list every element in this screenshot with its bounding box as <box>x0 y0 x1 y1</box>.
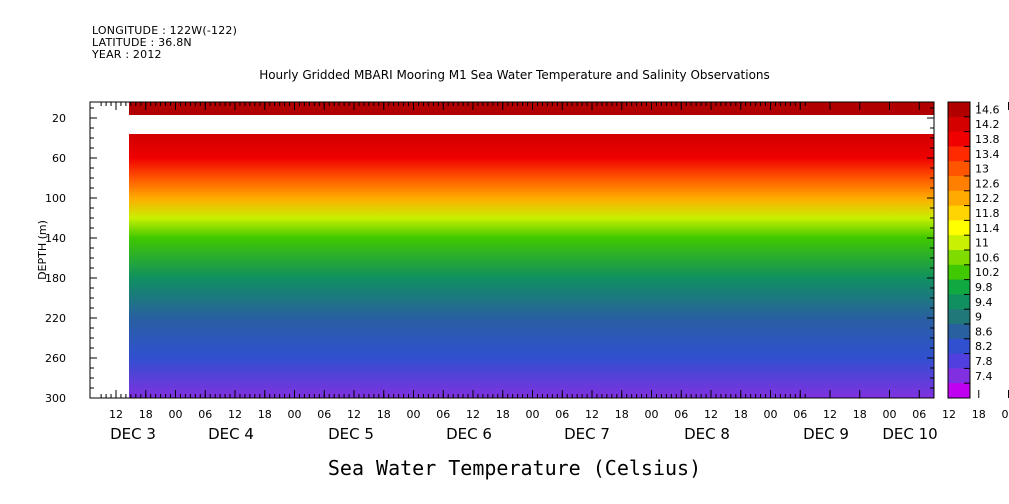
x-tick-label: 12 <box>347 408 361 421</box>
temperature-field <box>129 134 934 398</box>
colorbar-swatch <box>948 102 970 118</box>
x-day-label: DEC 6 <box>446 425 492 443</box>
colorbar-swatch <box>948 190 970 207</box>
colorbar-label: 8.2 <box>975 340 993 353</box>
colorbar-label: 13 <box>975 163 989 176</box>
x-day-label: DEC 8 <box>684 425 730 443</box>
x-tick-label: 12 <box>228 408 242 421</box>
colorbar-swatch <box>948 116 970 133</box>
colorbar-label: 9 <box>975 311 982 324</box>
x-tick-label: 12 <box>942 408 956 421</box>
colorbar-swatch <box>948 131 970 147</box>
colorbar-label: 11.8 <box>975 207 1000 220</box>
y-tick-label: 180 <box>45 272 66 285</box>
colorbar-label: 14.6 <box>975 103 1000 116</box>
x-tick-label: 12 <box>109 408 123 421</box>
x-day-label: DEC 4 <box>208 425 254 443</box>
x-tick-label: 00 <box>764 408 778 421</box>
y-tick-label: 260 <box>45 352 66 365</box>
x-tick-label: 06 <box>317 408 331 421</box>
x-tick-label: 00 <box>645 408 659 421</box>
y-axis-label: DEPTH (m) <box>36 220 49 280</box>
latitude-label: LATITUDE : 36.8N <box>92 36 192 49</box>
colorbar-swatch <box>948 146 970 162</box>
x-tick-label: 06 <box>555 408 569 421</box>
x-tick-label: 00 <box>169 408 183 421</box>
chart-title: Hourly Gridded MBARI Mooring M1 Sea Wate… <box>259 68 770 82</box>
colorbar-swatch <box>948 338 970 355</box>
x-tick-label: 00 <box>883 408 897 421</box>
colorbar-swatch <box>948 235 970 251</box>
colorbar-swatch <box>948 324 970 340</box>
x-tick-label: 18 <box>615 408 629 421</box>
x-tick-label: 12 <box>466 408 480 421</box>
x-tick-label: 18 <box>139 408 153 421</box>
colorbar-label: 9.8 <box>975 281 993 294</box>
x-tick-label: 00 <box>1002 408 1009 421</box>
x-day-label: DEC 7 <box>564 425 610 443</box>
x-tick-label: 00 <box>526 408 540 421</box>
x-tick-label: 18 <box>258 408 272 421</box>
colorbar-label: 12.2 <box>975 192 1000 205</box>
colorbar-swatch <box>948 220 970 236</box>
x-tick-label: 06 <box>674 408 688 421</box>
x-axis-title: Sea Water Temperature (Celsius) <box>327 456 702 480</box>
axes: 20 60 100 140 180 220 260 300 12 18 00 06 12 18 00 06 12… <box>45 101 1009 443</box>
colorbar-label: 14.2 <box>975 118 1000 131</box>
x-tick-label: 12 <box>823 408 837 421</box>
x-tick-label: 12 <box>704 408 718 421</box>
colorbar-label: 11 <box>975 237 989 250</box>
x-tick-label: 06 <box>436 408 450 421</box>
colorbar-label: 10.6 <box>975 251 1000 264</box>
colorbar-label: 13.8 <box>975 133 1000 146</box>
plot-frame <box>89 101 935 399</box>
x-tick-label: 06 <box>793 408 807 421</box>
colorbar-label: 7.4 <box>975 370 993 383</box>
x-tick-label: 00 <box>288 408 302 421</box>
x-day-label: DEC 10 <box>882 425 937 443</box>
colorbar-swatch <box>948 176 970 192</box>
x-day-label: DEC 3 <box>110 425 156 443</box>
colorbar-label: 12.6 <box>975 177 1000 190</box>
colorbar-label: 8.6 <box>975 325 993 338</box>
colorbar-label: 10.2 <box>975 266 1000 279</box>
colorbar-swatch <box>948 294 970 310</box>
y-tick-label: 220 <box>45 312 66 325</box>
y-tick-label: 140 <box>45 232 66 245</box>
colorbar-swatch <box>948 353 970 369</box>
x-tick-label: 12 <box>585 408 599 421</box>
x-tick-label: 06 <box>198 408 212 421</box>
x-tick-label: 00 <box>407 408 421 421</box>
plot-area <box>129 102 934 398</box>
x-tick-label: 18 <box>377 408 391 421</box>
colorbar-swatch <box>948 161 970 177</box>
colorbar-swatch <box>948 250 970 266</box>
x-tick-label: 18 <box>972 408 986 421</box>
x-day-label: DEC 9 <box>803 425 849 443</box>
colorbar-label: 11.4 <box>975 222 1000 235</box>
colorbar-swatch <box>948 309 970 325</box>
x-tick-label: 18 <box>496 408 510 421</box>
y-tick-label: 20 <box>52 112 66 125</box>
x-tick-label: 18 <box>853 408 867 421</box>
colorbar-swatch <box>948 205 970 221</box>
colorbar-swatch <box>948 383 970 399</box>
colorbar-label: 7.8 <box>975 355 993 368</box>
x-tick-label: 06 <box>912 408 926 421</box>
colorbar-swatch <box>948 279 970 295</box>
y-tick-label: 100 <box>45 192 66 205</box>
y-tick-label: 60 <box>52 152 66 165</box>
x-tick-label: 18 <box>734 408 748 421</box>
colorbar-swatch <box>948 264 970 281</box>
year-label: YEAR : 2012 <box>92 48 162 61</box>
colorbar-label: 9.4 <box>975 296 993 309</box>
colorbar-swatch <box>948 368 970 384</box>
x-day-label: DEC 5 <box>328 425 374 443</box>
longitude-label: LONGITUDE : 122W(-122) <box>92 24 238 37</box>
y-tick-label: 300 <box>45 392 66 405</box>
colorbar-label: 13.4 <box>975 148 1000 161</box>
surface-band <box>129 102 934 115</box>
